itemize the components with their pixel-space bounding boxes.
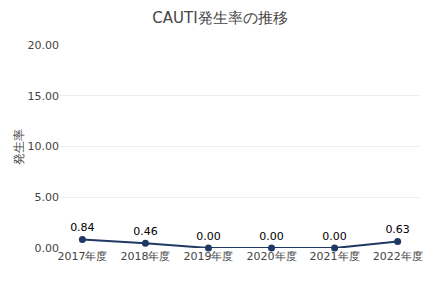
svg-text:発生率: 発生率 bbox=[12, 129, 26, 165]
svg-text:0.00: 0.00 bbox=[322, 230, 347, 243]
svg-text:0.00: 0.00 bbox=[196, 230, 221, 243]
svg-text:CAUTI発生率の推移: CAUTI発生率の推移 bbox=[152, 9, 287, 27]
svg-text:5.00: 5.00 bbox=[35, 191, 60, 204]
svg-text:0.00: 0.00 bbox=[35, 242, 60, 255]
svg-text:2020年度: 2020年度 bbox=[247, 250, 297, 263]
svg-text:2018年度: 2018年度 bbox=[120, 250, 170, 263]
svg-text:10.00: 10.00 bbox=[28, 140, 60, 153]
svg-text:0.46: 0.46 bbox=[133, 225, 158, 238]
svg-text:15.00: 15.00 bbox=[28, 90, 60, 103]
svg-text:2021年度: 2021年度 bbox=[310, 250, 360, 263]
svg-text:2017年度: 2017年度 bbox=[57, 250, 107, 263]
svg-text:0.63: 0.63 bbox=[385, 223, 410, 236]
svg-text:2019年度: 2019年度 bbox=[183, 250, 233, 263]
svg-text:2022年度: 2022年度 bbox=[373, 250, 423, 263]
svg-text:20.00: 20.00 bbox=[28, 39, 60, 52]
svg-text:0.84: 0.84 bbox=[70, 221, 95, 234]
svg-text:0.00: 0.00 bbox=[259, 230, 284, 243]
